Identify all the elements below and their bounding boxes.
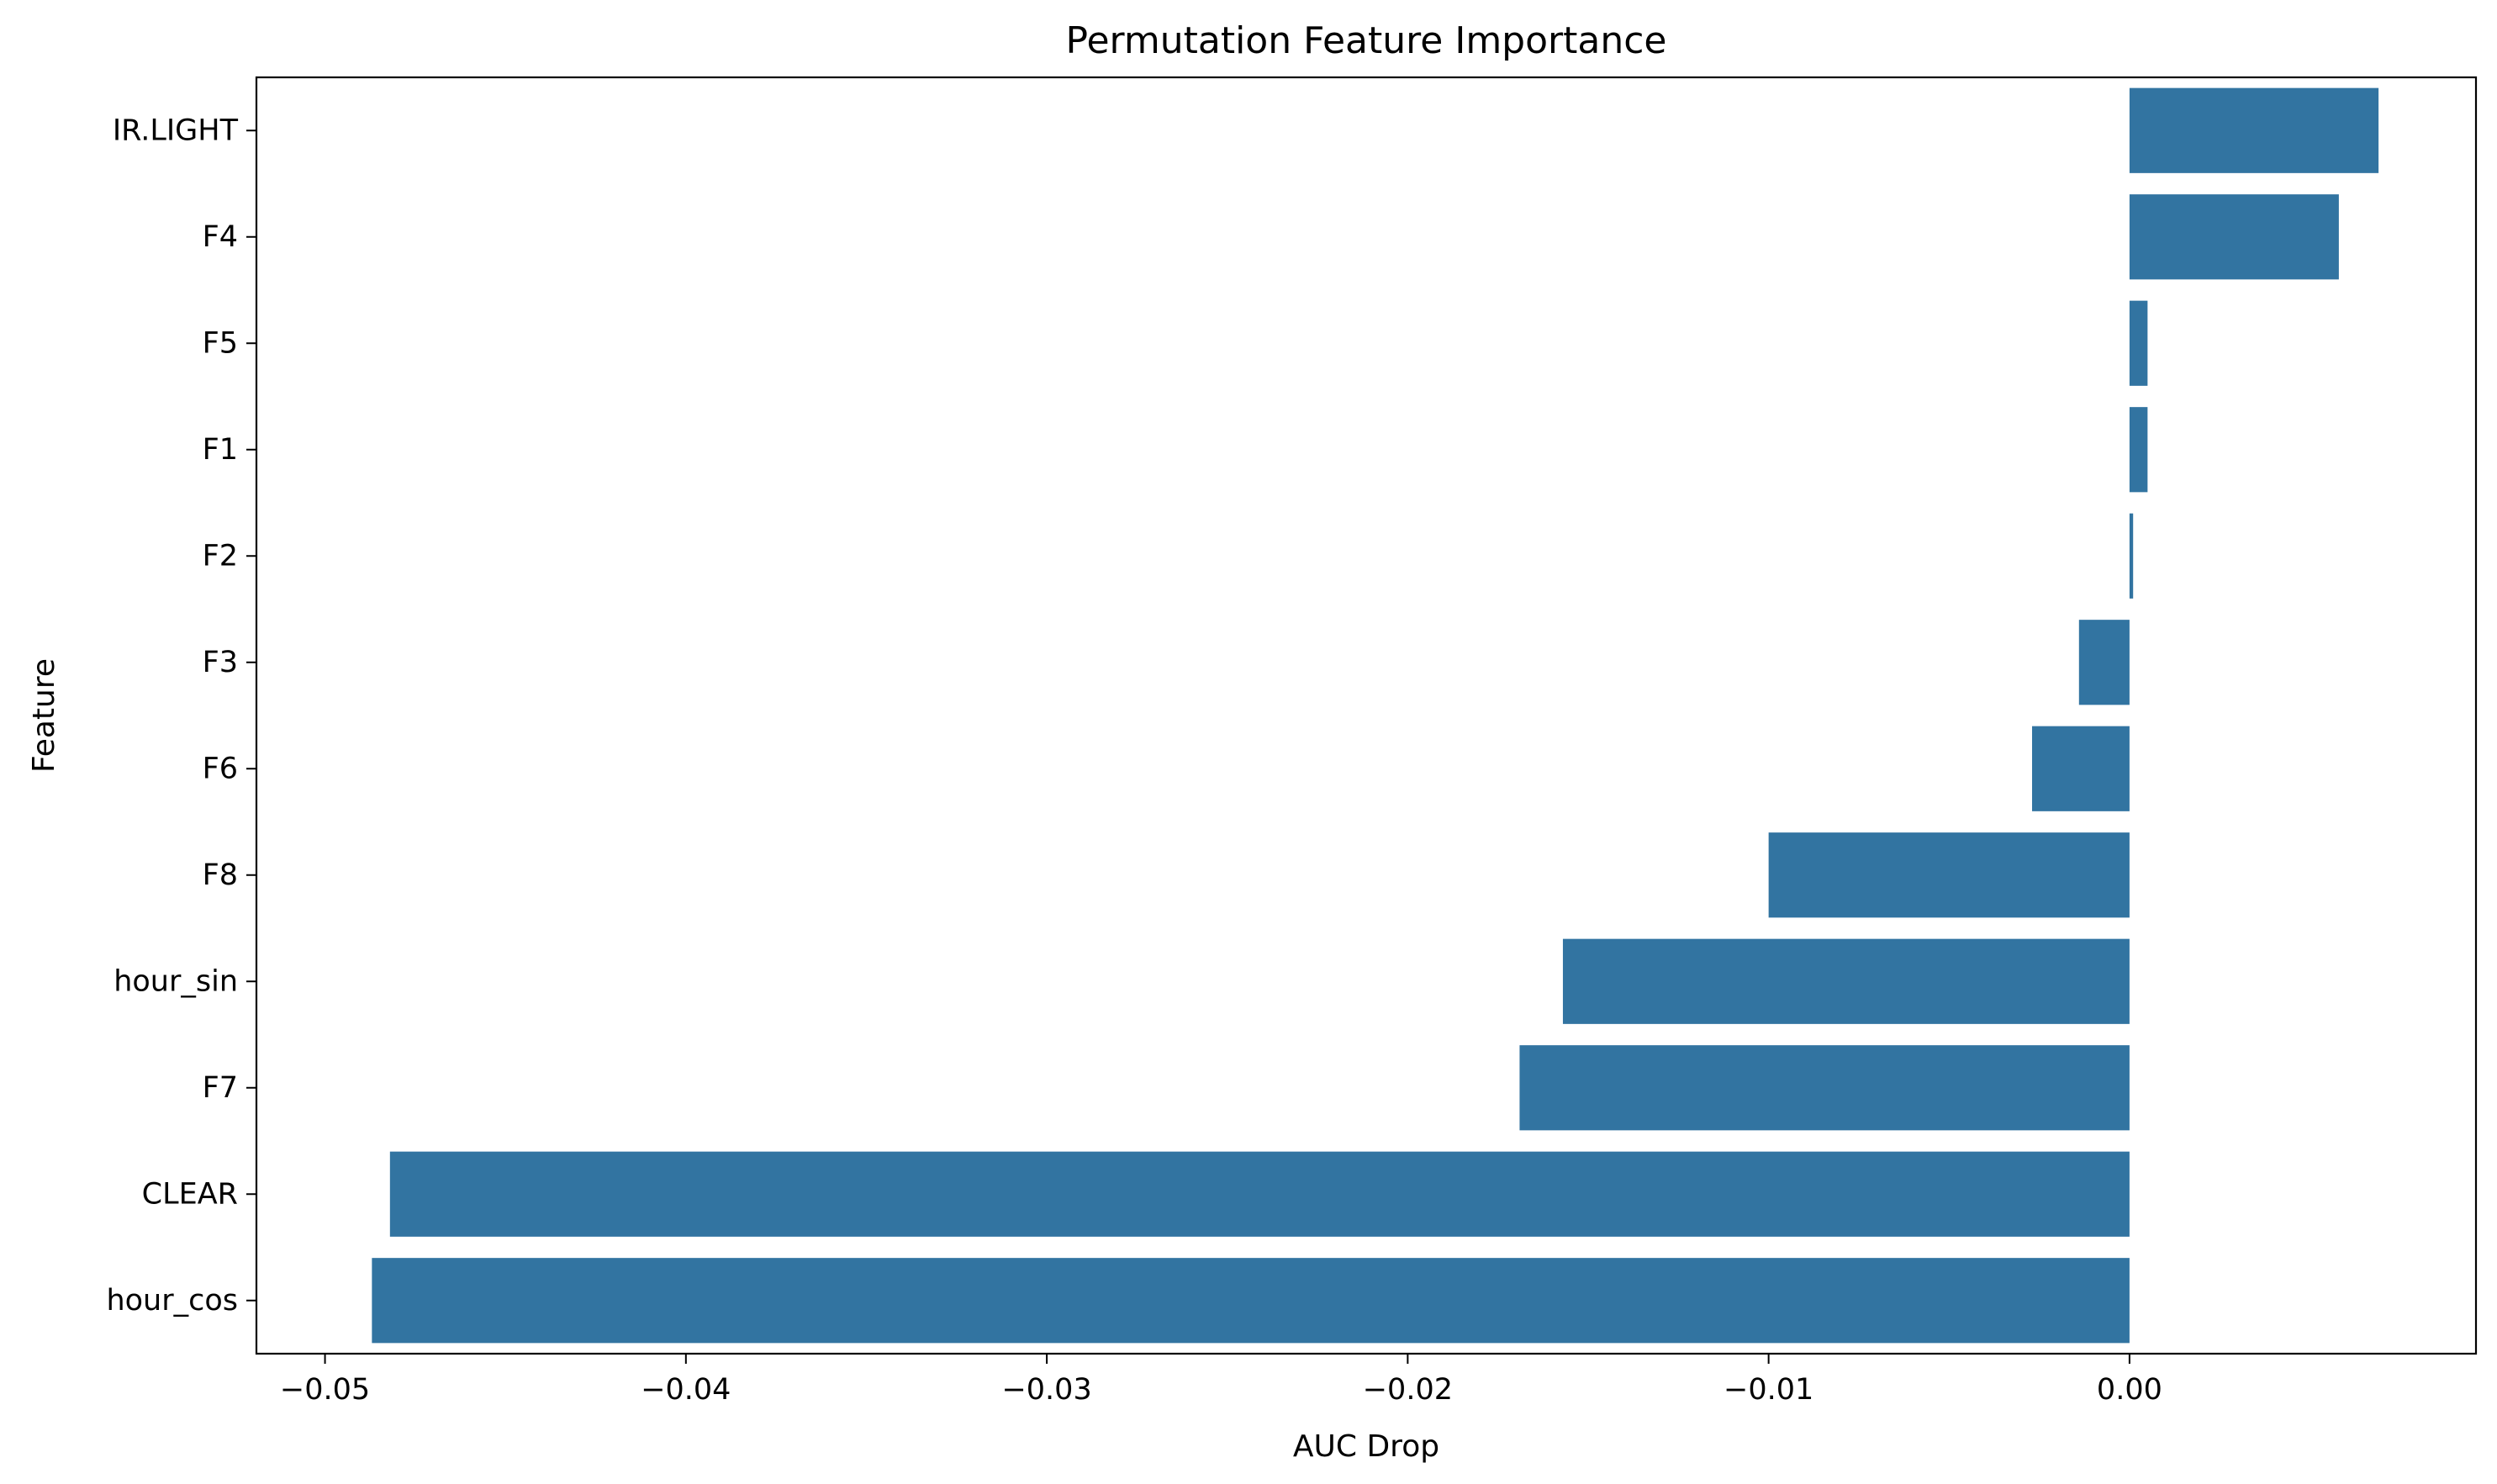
- bar-f8: [1768, 832, 2130, 918]
- y-tick-label: F8: [203, 858, 238, 892]
- bar-f5: [2129, 300, 2148, 386]
- y-ticks-group: IR.LIGHT F4 F5 F1 F2 F3 F6 F8 hour_sin F7 CLEAR hou…: [106, 114, 256, 1318]
- y-tick-label: F2: [203, 539, 238, 573]
- y-axis-label: Feature: [27, 658, 61, 773]
- y-tick-label: F1: [203, 433, 238, 467]
- chart-title: Permutation Feature Importance: [1066, 19, 1667, 62]
- bar-f1: [2129, 407, 2148, 493]
- y-tick-label: CLEAR: [142, 1177, 238, 1211]
- x-tick-label: −0.02: [1363, 1373, 1453, 1407]
- y-tick-label: F4: [203, 220, 238, 254]
- y-tick-label: F5: [203, 326, 238, 360]
- x-tick-label: −0.04: [641, 1373, 731, 1407]
- y-tick-label: hour_sin: [114, 964, 238, 998]
- bar-clear: [389, 1151, 2130, 1237]
- y-tick-label: IR.LIGHT: [113, 114, 239, 147]
- x-tick-label: 0.00: [2097, 1373, 2162, 1407]
- bar-hour-sin: [1562, 938, 2130, 1024]
- plot-frame: [255, 76, 2478, 1355]
- x-tick-label: −0.05: [280, 1373, 370, 1407]
- x-axis-label: AUC Drop: [1293, 1429, 1439, 1464]
- y-tick-label: F3: [203, 646, 238, 679]
- bars-group: [372, 87, 2379, 1344]
- x-tick-label: −0.03: [1001, 1373, 1091, 1407]
- bar-f7: [1519, 1045, 2130, 1131]
- y-tick-label: F7: [203, 1071, 238, 1105]
- bar-f3: [2078, 620, 2130, 705]
- x-ticks-group: −0.05 −0.04 −0.03 −0.02 −0.01 0.00: [280, 1354, 2162, 1407]
- bar-hour-cos: [372, 1258, 2130, 1344]
- y-tick-label: hour_cos: [106, 1284, 238, 1318]
- bar-ir-light: [2129, 87, 2379, 173]
- bar-f2: [2129, 513, 2134, 599]
- bar-f6: [2032, 726, 2130, 811]
- x-tick-label: −0.01: [1724, 1373, 1813, 1407]
- y-tick-label: F6: [203, 752, 238, 785]
- bar-f4: [2129, 194, 2339, 280]
